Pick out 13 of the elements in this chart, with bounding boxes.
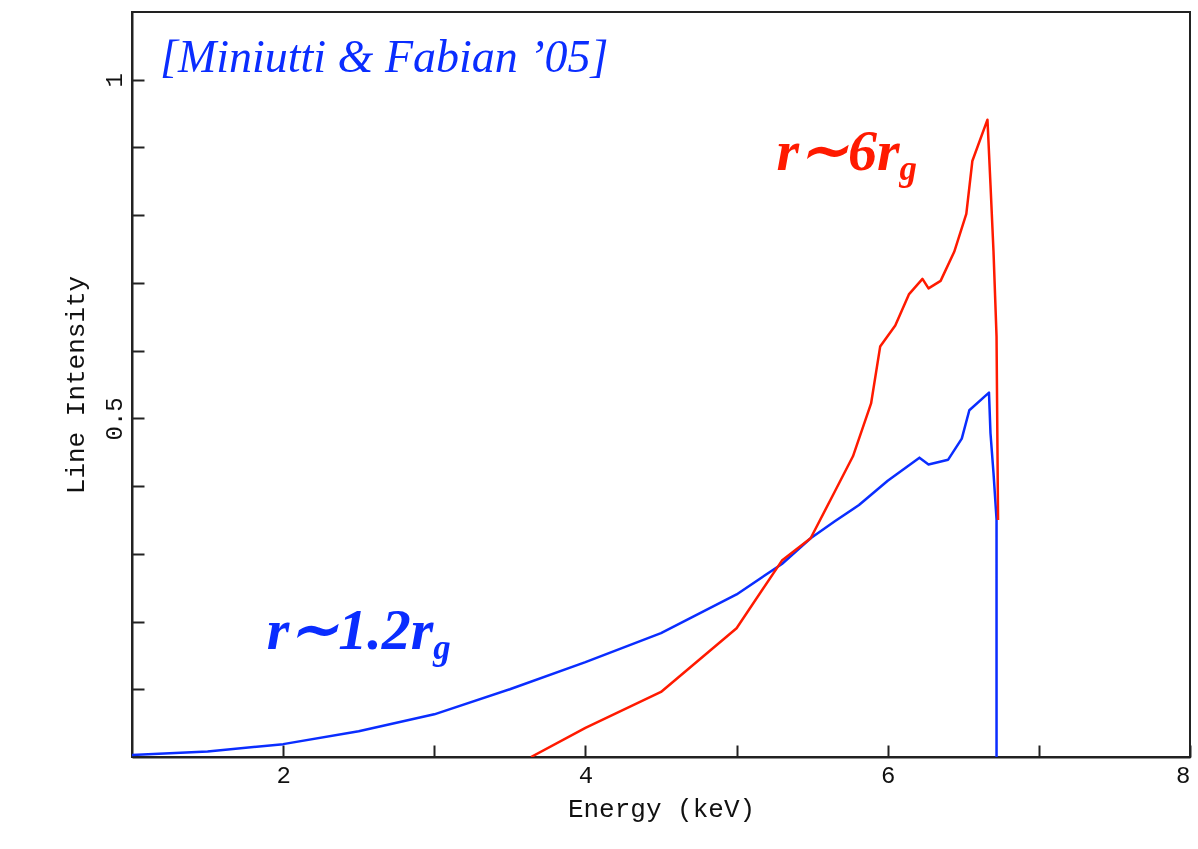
y-tick-label: 0.5 xyxy=(101,397,129,441)
line-series xyxy=(529,118,1000,757)
x-tick-label: 2 xyxy=(276,762,291,790)
x-tick-label: 6 xyxy=(881,762,896,790)
x-tick-label: 8 xyxy=(1176,762,1191,790)
y-axis-title: Line Intensity xyxy=(61,275,92,495)
line-series xyxy=(132,391,998,757)
annotation: [Miniutti & Fabian ’05] xyxy=(160,31,609,82)
x-axis-title: Energy (keV) xyxy=(567,794,756,825)
x-tick-label: 4 xyxy=(578,762,594,790)
y-tick-label: 1 xyxy=(101,73,129,88)
series-label: r∼1.2r$_{g}$ xyxy=(266,597,451,668)
series-label: r∼6r$_{g}$ xyxy=(776,117,918,189)
